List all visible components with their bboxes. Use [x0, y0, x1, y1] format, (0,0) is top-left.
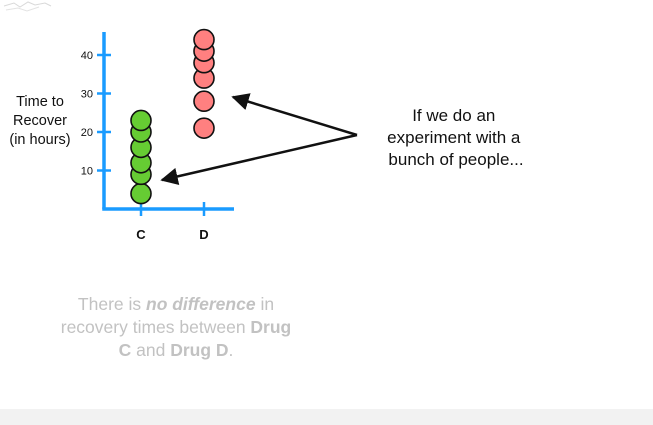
callout: If we do an experiment with a bunch of p… [160, 93, 525, 185]
y-axis-label: Time to Recover (in hours) [9, 94, 70, 148]
x-tick-label: C [136, 227, 146, 242]
y-tick-label: 20 [81, 127, 93, 139]
y-tick-label: 10 [81, 166, 93, 178]
callout-line-1: If we do an [412, 106, 495, 125]
data-point-d [193, 90, 215, 112]
hypothesis-text: . [228, 340, 234, 360]
y-axis-label-line: (in hours) [9, 132, 70, 148]
y-axis-label-line: Recover [13, 113, 67, 129]
callout-line-2: experiment with a [387, 128, 521, 147]
data-point-d [193, 28, 215, 51]
callout-arrow-to-c [160, 133, 358, 185]
callout-text: If we do an experiment with a bunch of p… [387, 106, 525, 169]
drug-c-name: Drug C [118, 317, 292, 360]
data-point-c [130, 182, 152, 205]
y-axis-label-line: Time to [16, 94, 64, 110]
callout-arrow-to-d [231, 93, 358, 137]
callout-line-3: bunch of people... [388, 150, 523, 169]
corner-scribble-mark [3, 1, 52, 12]
data-points [130, 28, 215, 205]
hypothesis-text: and [131, 340, 171, 360]
data-point-d [193, 117, 215, 139]
bottom-bar [0, 409, 653, 425]
y-tick-label: 40 [81, 50, 93, 62]
data-point-c [130, 109, 152, 132]
hypothesis-statement: There is no difference in recovery times… [58, 293, 294, 362]
x-tick-label: D [199, 227, 208, 242]
drug-d-name: Drug D [170, 340, 229, 360]
hypothesis-text: in recovery times between [60, 294, 275, 337]
hypothesis-text: There is [77, 294, 146, 314]
hypothesis-emphasis: no difference [146, 294, 256, 314]
axis-labels: 10 20 30 40 C D Time to Recover (in hours) [9, 50, 208, 242]
y-tick-label: 30 [81, 89, 93, 101]
axes [97, 32, 234, 216]
